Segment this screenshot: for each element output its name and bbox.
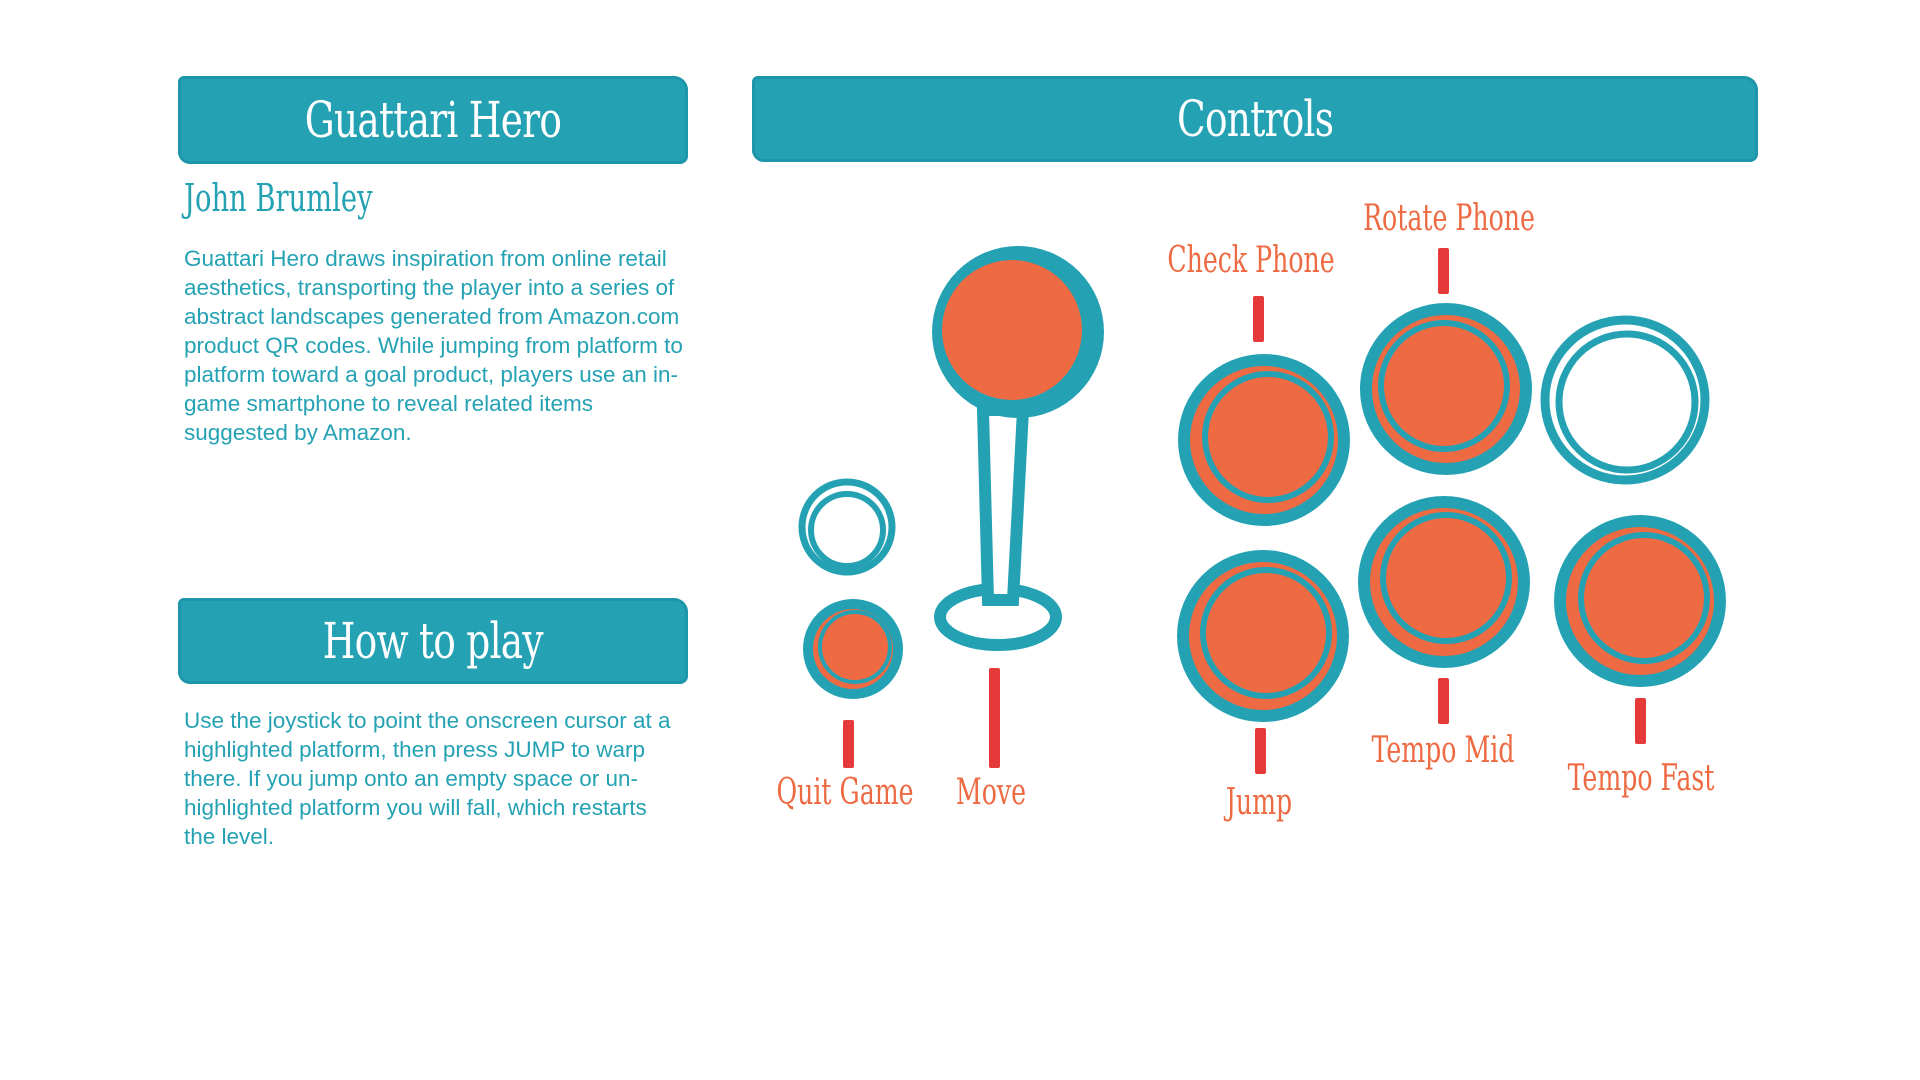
quit-empty-ring-icon	[798, 478, 896, 576]
tempo-fast-tick	[1635, 698, 1646, 744]
quit-game-label: Quit Game	[776, 772, 914, 813]
empty-button-icon	[1540, 315, 1710, 485]
check-phone-button-icon[interactable]	[1178, 354, 1350, 526]
how-to-play-banner: How to play	[170, 598, 696, 684]
check-phone-tick	[1253, 296, 1264, 342]
quit-game-button-icon[interactable]	[803, 599, 903, 699]
jump-tick	[1255, 728, 1266, 774]
rotate-phone-button-icon[interactable]	[1360, 303, 1532, 475]
tempo-mid-label: Tempo Mid	[1371, 730, 1515, 771]
move-label: Move	[955, 772, 1027, 813]
tempo-fast-button-icon[interactable]	[1554, 515, 1726, 687]
game-title: Guattari Hero	[304, 91, 562, 149]
how-to-play-text: Use the joystick to point the onscreen c…	[184, 708, 671, 849]
controls-banner: Controls	[744, 76, 1766, 162]
joystick-icon[interactable]	[932, 246, 1104, 651]
tempo-fast-label: Tempo Fast	[1567, 758, 1715, 799]
controls-title: Controls	[1176, 90, 1334, 148]
tempo-mid-button-icon[interactable]	[1358, 496, 1530, 668]
jump-label: Jump	[1225, 782, 1293, 823]
quit-game-tick	[843, 720, 854, 768]
jump-button-icon[interactable]	[1177, 550, 1349, 722]
check-phone-label: Check Phone	[1167, 240, 1335, 281]
rotate-phone-label: Rotate Phone	[1363, 198, 1535, 239]
move-tick	[989, 668, 1000, 768]
how-to-play-title: How to play	[322, 612, 544, 670]
author-name: John Brumley	[184, 176, 373, 220]
game-description: Guattari Hero draws inspiration from onl…	[184, 246, 683, 445]
rotate-phone-tick	[1438, 248, 1449, 294]
tempo-mid-tick	[1438, 678, 1449, 724]
title-banner: Guattari Hero	[170, 76, 696, 164]
